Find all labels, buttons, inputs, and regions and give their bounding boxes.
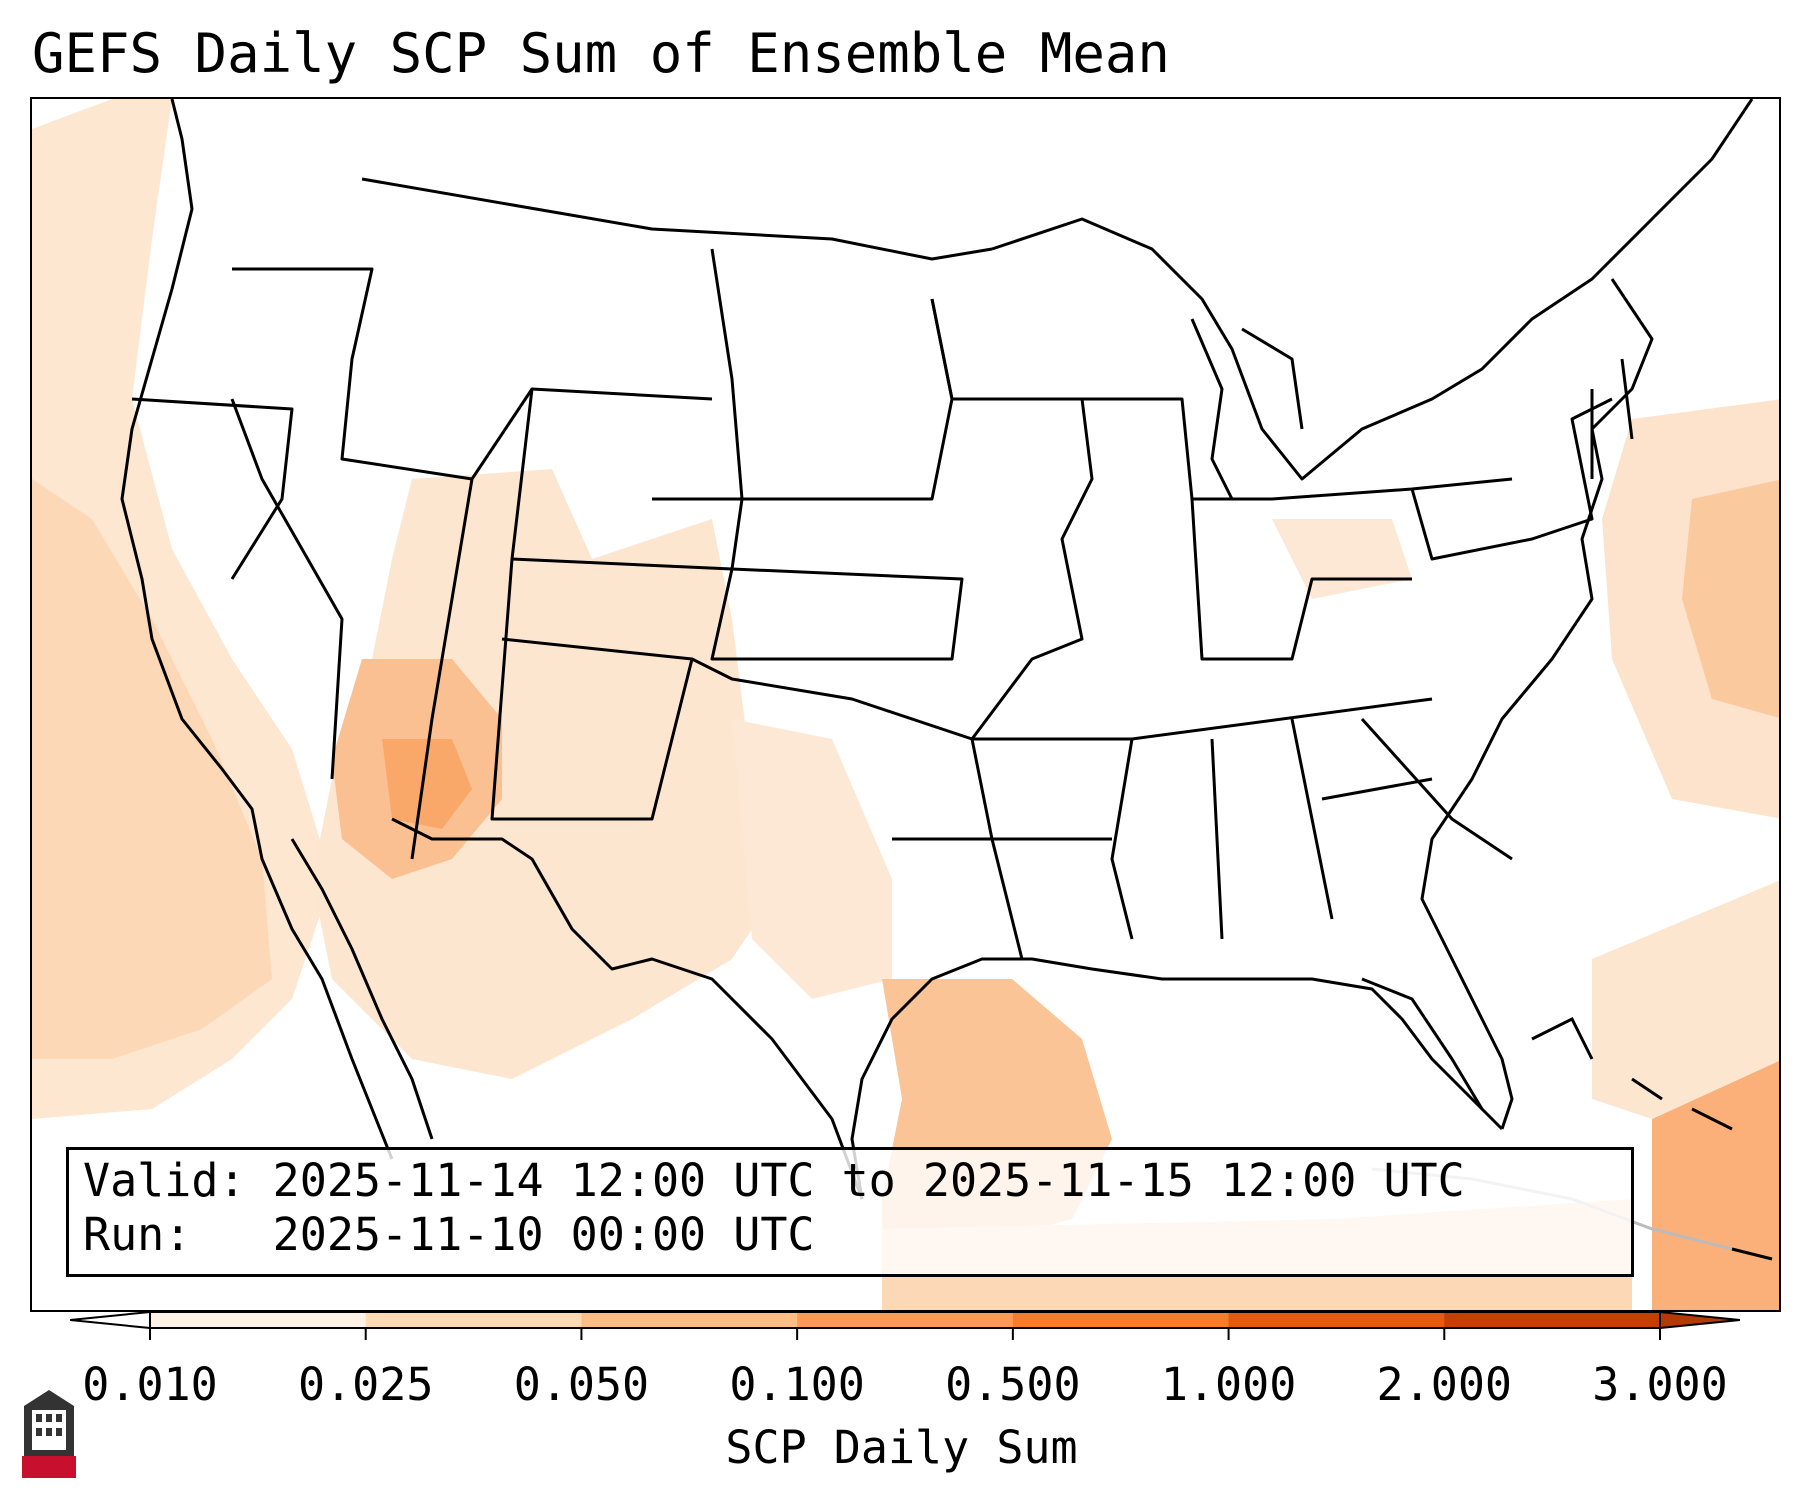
- state-line-6: [490, 558, 694, 821]
- colorbar-cell: [150, 1312, 367, 1328]
- state-line-9: [710, 248, 954, 501]
- valid-value: 2025-11-14 12:00 UTC to 2025-11-15 12:00…: [272, 1154, 1465, 1207]
- shading-southwest-outer: [312, 469, 772, 1079]
- colorbar-tick-label: 2.000: [1376, 1358, 1513, 1411]
- shading-texas: [732, 719, 892, 999]
- great-lakes-line: [991, 99, 1754, 481]
- state-line-17: [892, 837, 1112, 960]
- state-line-4: [230, 398, 344, 780]
- colorbar-tick-label: 1.000: [1160, 1358, 1297, 1411]
- hispaniola-line: [1731, 1247, 1773, 1261]
- mexico-coast-line: [391, 817, 864, 1200]
- colorbar-tick-label: 0.500: [945, 1358, 1081, 1411]
- colorbar: [70, 1310, 1740, 1340]
- east-coast-line: [1420, 278, 1654, 1130]
- map-panel: [30, 97, 1781, 1312]
- niu-logo-icon: [22, 1390, 76, 1478]
- state-line-7: [710, 567, 964, 661]
- state-line-2: [232, 267, 713, 481]
- run-value: 2025-11-10 00:00 UTC: [272, 1208, 815, 1261]
- colorbar-tick-label: 0.025: [297, 1358, 434, 1411]
- state-line-1: [131, 397, 294, 580]
- colorbar-label: SCP Daily Sum: [725, 1421, 1078, 1474]
- shading-caribbean: [1652, 1060, 1779, 1310]
- west-coast-line: [120, 99, 394, 1160]
- baja-coast-line: [290, 838, 434, 1140]
- shading-arizona-core: [382, 739, 472, 829]
- state-line-14: [1321, 717, 1513, 861]
- colorbar-tick-label: 0.010: [82, 1358, 218, 1411]
- canada-border-line: [361, 177, 993, 261]
- state-line-10: [930, 298, 1433, 741]
- valid-label: Valid:: [83, 1154, 246, 1207]
- shading-pacific-inner: [32, 479, 272, 1059]
- state-line-15: [1410, 397, 1613, 561]
- bahamas-line: [1531, 1016, 1733, 1131]
- state-line-8: [691, 657, 994, 840]
- state-line-12: [1110, 718, 1334, 940]
- geography-lines: [120, 99, 1754, 1200]
- state-line-16: [1590, 358, 1634, 479]
- state-line-11: [1082, 397, 1513, 501]
- shading-atlantic-core: [1682, 479, 1779, 718]
- map-title: GEFS Daily SCP Sum of Ensemble Mean: [32, 22, 1170, 85]
- colorbar-cell: [581, 1312, 798, 1328]
- colorbar-high-extend: [1659, 1310, 1740, 1330]
- colorbar-tick-label: 0.100: [729, 1358, 865, 1411]
- colorbar-low-extend: [70, 1310, 151, 1330]
- colorbar-cell: [1228, 1312, 1445, 1328]
- scp-shading: [32, 99, 1779, 1310]
- colorbar-cell: [1012, 1312, 1230, 1328]
- shading-ohio: [1272, 519, 1412, 599]
- colorbar-tick-label: 3.000: [1592, 1358, 1728, 1411]
- colorbar-cell: [797, 1312, 1014, 1328]
- valid-run-info-box: Valid: 2025-11-14 12:00 UTC to 2025-11-1…: [66, 1147, 1634, 1277]
- state-line-13: [1190, 498, 1412, 661]
- florida-line: [1361, 977, 1484, 1110]
- shading-atlantic-south: [1592, 880, 1779, 1119]
- run-label: Run:: [83, 1208, 192, 1261]
- colorbar-cell: [1444, 1312, 1661, 1328]
- colorbar-frame: [149, 1311, 1661, 1329]
- colorbar-cell: [365, 1312, 582, 1328]
- lake-michigan-line: [1190, 318, 1304, 500]
- colorbar-tick-label: 0.050: [513, 1358, 650, 1411]
- map-canvas: [32, 99, 1779, 1310]
- state-line-3: [410, 478, 474, 860]
- gulf-coast-line: [850, 957, 1504, 1200]
